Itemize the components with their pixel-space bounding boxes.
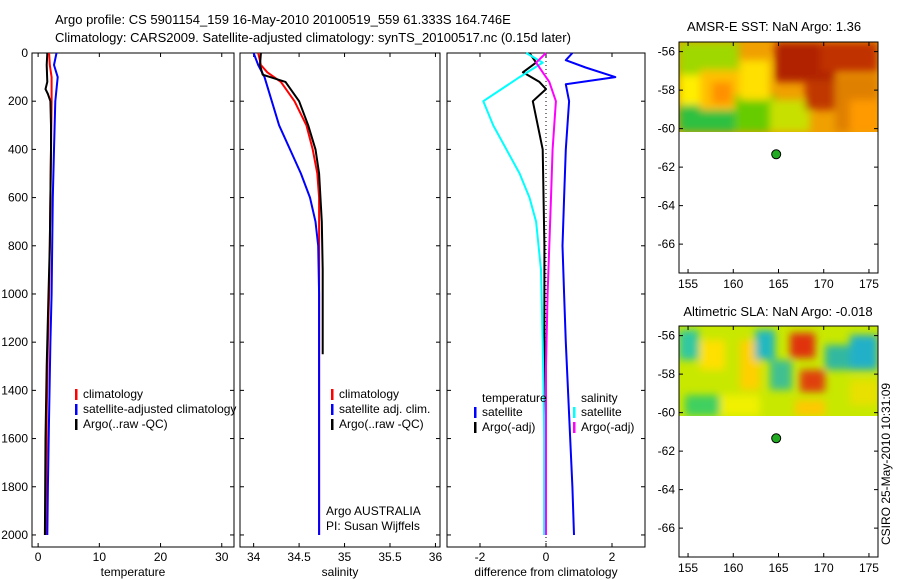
depth-tick-label: 1200 <box>1 335 28 349</box>
sla_map-xtick-label: 160 <box>723 561 743 575</box>
depth-tick-label: 800 <box>8 239 28 253</box>
sla_map-ytick-label: -58 <box>658 367 676 381</box>
sla_map-xtick-label: 155 <box>678 561 698 575</box>
depth-tick-label: 600 <box>8 191 28 205</box>
series-line-satellite-adjusted-climatology <box>46 52 59 536</box>
legend-title-salinity: salinity <box>581 391 618 405</box>
legend-label: satellite <box>482 405 523 419</box>
depth-tick-label: 200 <box>8 94 28 108</box>
sla-map-title: Altimetric SLA: NaN Argo: -0.018 <box>683 304 872 319</box>
sst_map-ytick-label: -56 <box>658 45 676 59</box>
series-line-temperature-argo-adj- <box>521 52 547 535</box>
sst_map-ytick-label: -62 <box>658 160 676 174</box>
legend-label: Argo(-adj) <box>581 420 634 434</box>
float-position-marker <box>771 149 782 160</box>
legend-label: satellite-adjusted climatology <box>83 402 236 416</box>
depth-tick-label: 1400 <box>1 383 28 397</box>
sla_map-xtick-label: 170 <box>814 561 834 575</box>
salinity-xtick-label: 35 <box>338 550 352 564</box>
series-line-salinity-argo-adj- <box>535 52 557 535</box>
annotation-text: Argo AUSTRALIA <box>326 504 421 518</box>
difference-xlabel: difference from climatology <box>474 565 617 579</box>
legend-label: Argo(..raw -QC) <box>83 417 168 431</box>
legend-label: satellite adj. clim. <box>339 402 430 416</box>
series-line-argo-raw-qc- <box>43 52 52 536</box>
series-line-argo-raw-qc- <box>259 52 324 355</box>
sst_map-ytick-label: -60 <box>658 122 676 136</box>
difference-xtick-label: 2 <box>609 550 616 564</box>
legend-swatch <box>75 389 78 400</box>
depth-tick-label: 1000 <box>1 287 28 301</box>
depth-tick-label: 400 <box>8 142 28 156</box>
series-line-satellite-adj-clim- <box>252 52 321 535</box>
legend-swatch <box>573 407 576 418</box>
sla_map-ytick-label: -60 <box>658 406 676 420</box>
salinity-xtick-label: 35.5 <box>378 550 402 564</box>
salinity-profile-panel: 34 34.5 35 35.5 36 salinity climatologysatelli… <box>239 52 443 579</box>
sla-heatmap <box>679 326 878 416</box>
sla_map-ytick-label: -66 <box>658 521 676 535</box>
header-line-1: Argo profile: CS 5901154_159 16-May-2010… <box>55 12 511 27</box>
footer-stamp: CSIRO 25-May-2010 10:31:09 <box>879 383 893 545</box>
sst_map-xtick-label: 175 <box>859 277 879 291</box>
depth-tick-label: 0 <box>21 46 28 60</box>
legend-label: satellite <box>581 405 622 419</box>
legend-label: climatology <box>339 387 399 401</box>
temperature-profile-panel: 0 200 400 600 800 1000 1200 1400 1600 1800 2000 0 10… <box>1 46 236 579</box>
legend-swatch <box>331 389 334 400</box>
salinity-plot-frame <box>239 52 441 548</box>
series-line-climatology <box>257 52 321 535</box>
difference-xtick-label: 0 <box>543 550 550 564</box>
temperature-plot-frame <box>31 52 235 548</box>
legend-title-temperature: temperature <box>482 391 547 405</box>
legend-swatch <box>573 422 576 433</box>
depth-tick-label: 1600 <box>1 432 28 446</box>
sst-map-title: AMSR-E SST: NaN Argo: 1.36 <box>687 19 861 34</box>
sla_map-ytick-label: -64 <box>658 483 676 497</box>
depth-tick-label: 1800 <box>1 480 28 494</box>
salinity-xtick-label: 34 <box>247 550 261 564</box>
legend-swatch <box>474 422 477 433</box>
sst_map-xtick-label: 165 <box>768 277 788 291</box>
sla_map-xtick-label: 175 <box>859 561 879 575</box>
sst-heatmap <box>679 42 878 132</box>
temperature-xtick-label: 0 <box>35 550 42 564</box>
temperature-xtick-label: 10 <box>93 550 107 564</box>
sst_map-ytick-label: -66 <box>658 237 676 251</box>
header-line-2: Climatology: CARS2009. Satellite-adjuste… <box>55 30 571 45</box>
sst_map-ytick-label: -64 <box>658 199 676 213</box>
sst_map-xtick-label: 155 <box>678 277 698 291</box>
legend-swatch <box>331 404 334 415</box>
legend-label: Argo(..raw -QC) <box>339 417 424 431</box>
legend-label: Argo(-adj) <box>482 420 535 434</box>
series-line-temperature-satellite <box>561 52 617 536</box>
salinity-xtick-label: 34.5 <box>287 550 311 564</box>
annotation-text: PI: Susan Wijffels <box>326 519 420 533</box>
legend-swatch <box>331 419 334 430</box>
sla_map-ytick-label: -62 <box>658 444 676 458</box>
salinity-xtick-label: 36 <box>429 550 443 564</box>
legend-swatch <box>75 419 78 430</box>
temperature-xlabel: temperature <box>101 565 166 579</box>
sst_map-xtick-label: 170 <box>814 277 834 291</box>
legend-label: climatology <box>83 387 143 401</box>
sst_map-xtick-label: 160 <box>723 277 743 291</box>
float-position-marker <box>771 433 782 444</box>
sst-map-axes: 155 160 165 170 175 -56 -58 -60 -62 -64 -66 <box>658 42 879 291</box>
legend-swatch <box>474 407 477 418</box>
sla_map-ytick-label: -56 <box>658 329 676 343</box>
salinity-xlabel: salinity <box>322 565 359 579</box>
temperature-xtick-label: 20 <box>154 550 168 564</box>
series-line-salinity-satellite <box>482 52 546 535</box>
temperature-xtick-label: 30 <box>215 550 229 564</box>
legend-swatch <box>75 404 78 415</box>
difference-xtick-label: -2 <box>475 550 486 564</box>
sla-map-axes: 155 160 165 170 175 -56 -58 -60 -62 -64 -66 <box>658 326 879 575</box>
sst_map-ytick-label: -58 <box>658 83 676 97</box>
depth-tick-label: 2000 <box>1 528 28 542</box>
sla_map-xtick-label: 165 <box>768 561 788 575</box>
